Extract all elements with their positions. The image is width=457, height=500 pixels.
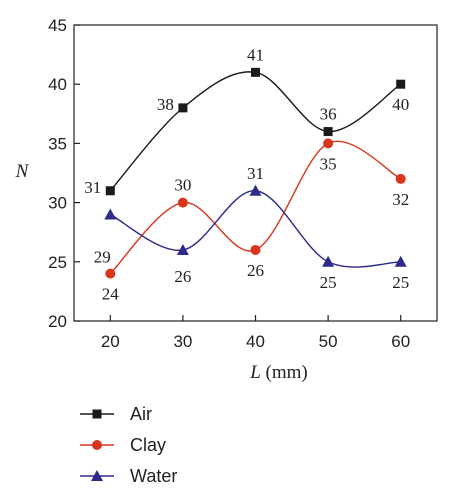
data-point-water xyxy=(322,255,335,267)
legend-label-water: Water xyxy=(130,466,177,486)
data-point-clay xyxy=(250,244,261,255)
data-point-water xyxy=(176,243,189,255)
x-axis-title-symbol: L xyxy=(249,362,261,383)
data-point-air xyxy=(105,186,115,196)
data-label: 31 xyxy=(247,164,264,183)
data-label: 35 xyxy=(320,154,337,173)
x-tick-label: 50 xyxy=(319,332,338,351)
data-point-clay xyxy=(395,173,406,184)
data-point-water xyxy=(104,208,117,220)
data-point-clay xyxy=(177,197,188,208)
y-tick-label: 30 xyxy=(48,194,67,213)
data-labels: 31 38 41 36 40 24 30 26 35 32 29 26 31 25 25 xyxy=(84,45,409,303)
legend-marker-water xyxy=(91,470,103,481)
y-tick-label: 45 xyxy=(48,16,67,35)
data-label: 26 xyxy=(174,267,191,286)
y-tick-label: 20 xyxy=(48,312,67,331)
data-label: 31 xyxy=(84,178,101,197)
data-label: 41 xyxy=(247,45,264,64)
data-label: 26 xyxy=(247,261,264,280)
data-point-clay xyxy=(105,268,116,279)
data-point-air xyxy=(251,67,260,77)
data-label: 25 xyxy=(392,273,409,292)
y-tick-label: 35 xyxy=(48,134,67,153)
data-point-water xyxy=(249,184,262,196)
data-label: 40 xyxy=(392,95,409,114)
data-point-air xyxy=(178,103,188,113)
data-label: 24 xyxy=(102,285,120,304)
data-label: 36 xyxy=(320,105,337,124)
plot-area: 20 30 40 50 60 20 25 30 35 40 45 xyxy=(48,16,438,351)
y-tick-label: 25 xyxy=(48,253,67,272)
legend: Air Clay Water xyxy=(80,404,177,486)
data-label: 29 xyxy=(94,247,111,266)
x-tick-label: 60 xyxy=(391,332,410,351)
y-axis-title: N xyxy=(15,161,30,182)
data-point-water xyxy=(394,255,407,267)
x-axis-title: L (mm) xyxy=(249,362,308,383)
series-line-water xyxy=(109,190,401,268)
legend-label-air: Air xyxy=(130,404,152,424)
data-point-clay xyxy=(323,138,334,149)
legend-marker-air xyxy=(92,409,102,419)
x-axis-title-unit: (mm) xyxy=(261,362,308,383)
data-point-air xyxy=(323,127,333,137)
data-point-air xyxy=(396,79,406,89)
data-label: 38 xyxy=(157,95,174,114)
x-tick-label: 20 xyxy=(101,332,120,351)
legend-label-clay: Clay xyxy=(130,435,166,455)
x-tick-label: 30 xyxy=(173,332,192,351)
series-markers xyxy=(104,67,407,279)
data-label: 30 xyxy=(174,176,191,195)
y-tick-label: 40 xyxy=(48,75,67,94)
data-label: 25 xyxy=(320,273,337,292)
x-tick-label: 40 xyxy=(246,332,265,351)
data-label: 32 xyxy=(392,190,409,209)
legend-marker-clay xyxy=(92,440,102,450)
